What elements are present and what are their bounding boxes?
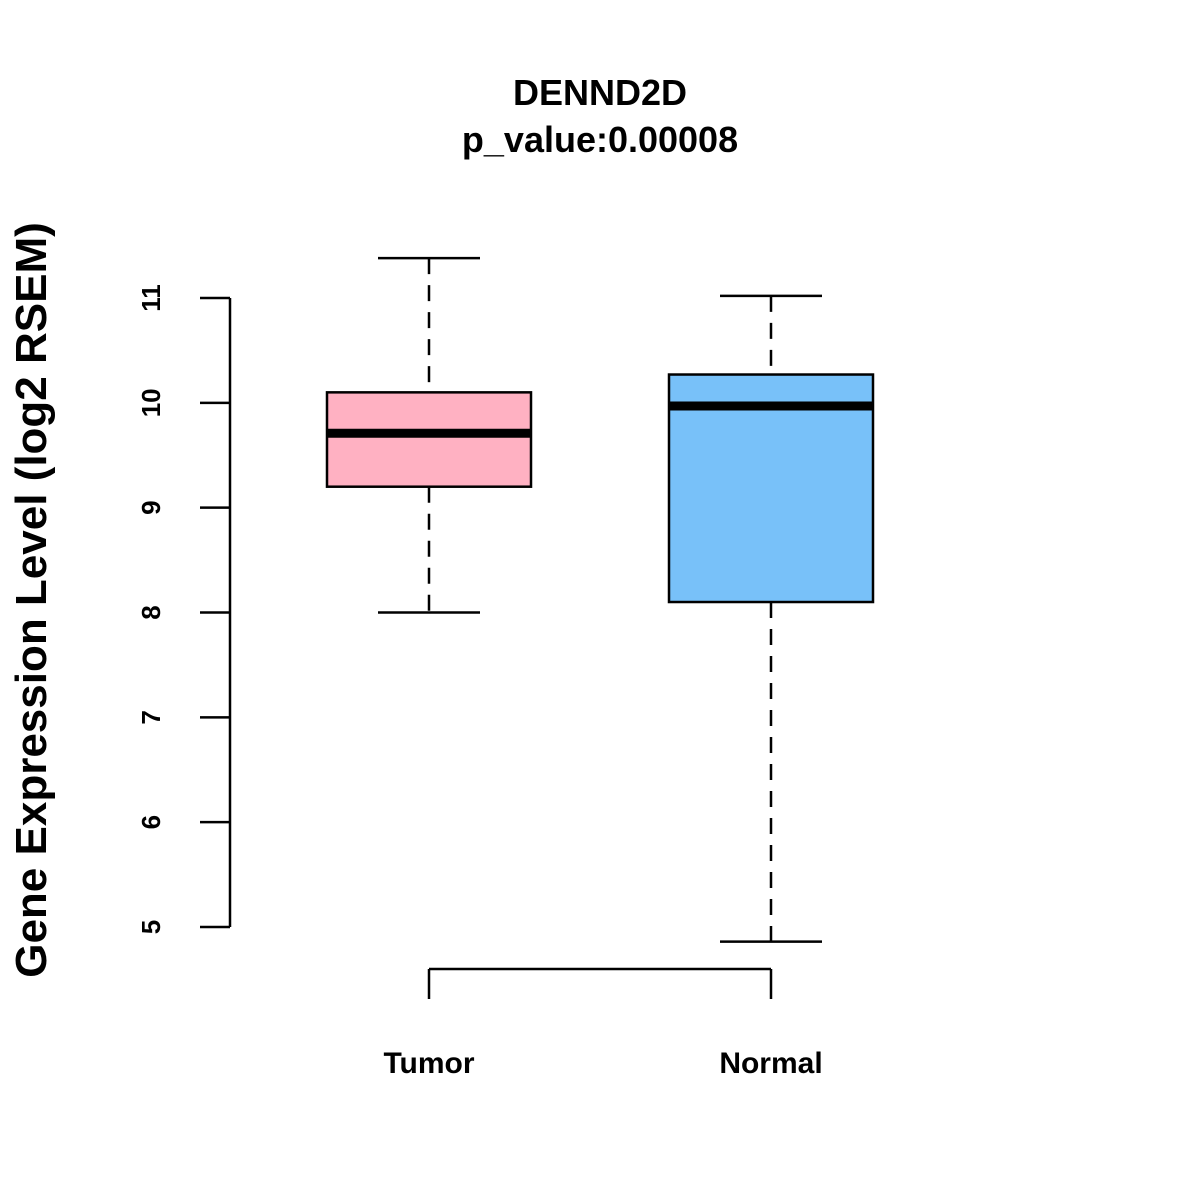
group-bracket — [427, 967, 773, 999]
box-tumor — [325, 256, 533, 614]
y-tick-label: 9 — [136, 500, 166, 514]
y-tick-label: 11 — [136, 284, 166, 312]
category-label-normal: Normal — [719, 1047, 822, 1080]
category-label-tumor: Tumor — [383, 1047, 474, 1080]
y-tick-label: 6 — [136, 815, 166, 829]
y-axis: 5 6 7 8 9 10 11 — [136, 284, 232, 934]
y-tick-label: 5 — [136, 920, 166, 934]
y-tick-label: 7 — [136, 710, 166, 724]
category-labels: Tumor Normal — [383, 1047, 822, 1080]
iqr-box — [667, 373, 875, 604]
y-axis-label: Gene Expression Level (log2 RSEM) — [7, 222, 56, 978]
y-tick-label: 8 — [136, 605, 166, 619]
y-tick-label: 10 — [136, 388, 166, 417]
chart-title: DENND2D — [513, 72, 687, 113]
boxes — [325, 256, 875, 943]
chart-subtitle: p_value:0.00008 — [462, 119, 738, 160]
iqr-box — [325, 391, 533, 488]
box-normal — [667, 294, 875, 943]
